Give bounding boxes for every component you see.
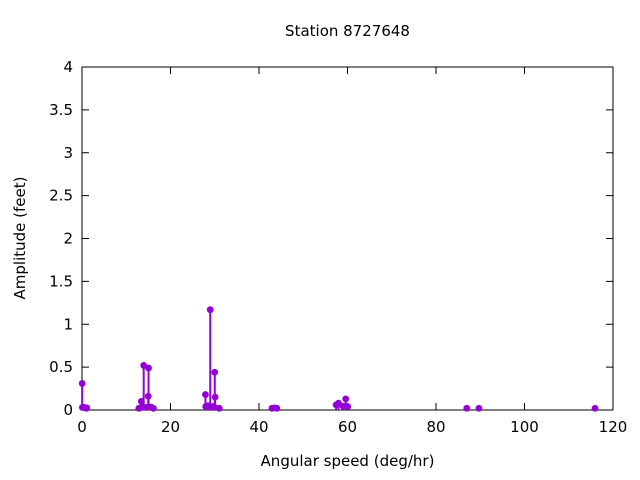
y-tick-label: 0 xyxy=(63,401,73,419)
x-tick-label: 120 xyxy=(599,418,628,436)
plot-frame xyxy=(81,66,614,411)
y-tick-label: 1 xyxy=(63,315,73,333)
data-point xyxy=(591,404,599,412)
chart-title: Station 8727648 xyxy=(285,22,410,40)
data-point xyxy=(211,393,219,401)
y-axis-label: Amplitude (feet) xyxy=(11,176,29,300)
y-tick-label: 4 xyxy=(63,58,73,76)
x-axis-label: Angular speed (deg/hr) xyxy=(260,452,435,470)
data-point xyxy=(145,364,152,372)
x-tick-label: 0 xyxy=(77,418,87,436)
data-point xyxy=(206,306,214,314)
y-tick-label: 0.5 xyxy=(49,358,73,376)
data-point xyxy=(273,404,281,412)
x-tick-label: 60 xyxy=(338,418,357,436)
data-point xyxy=(202,391,209,398)
data-point xyxy=(83,404,91,412)
x-tick-label: 80 xyxy=(426,418,445,436)
x-tick-label: 100 xyxy=(510,418,539,436)
y-tick-label: 2 xyxy=(63,230,73,248)
data-point xyxy=(211,368,219,376)
data-point xyxy=(344,403,352,410)
y-tick-label: 2.5 xyxy=(49,187,73,205)
data-point xyxy=(475,404,483,412)
x-tick-label: 20 xyxy=(161,418,180,436)
y-tick-label: 3.5 xyxy=(49,101,73,119)
data-point xyxy=(463,404,471,412)
y-tick-label: 3 xyxy=(63,144,73,162)
data-point xyxy=(342,395,350,403)
x-tick-label: 40 xyxy=(249,418,268,436)
data-point xyxy=(150,404,157,412)
y-tick-label: 1.5 xyxy=(49,272,73,290)
data-point xyxy=(78,380,86,387)
data-point xyxy=(215,404,223,412)
